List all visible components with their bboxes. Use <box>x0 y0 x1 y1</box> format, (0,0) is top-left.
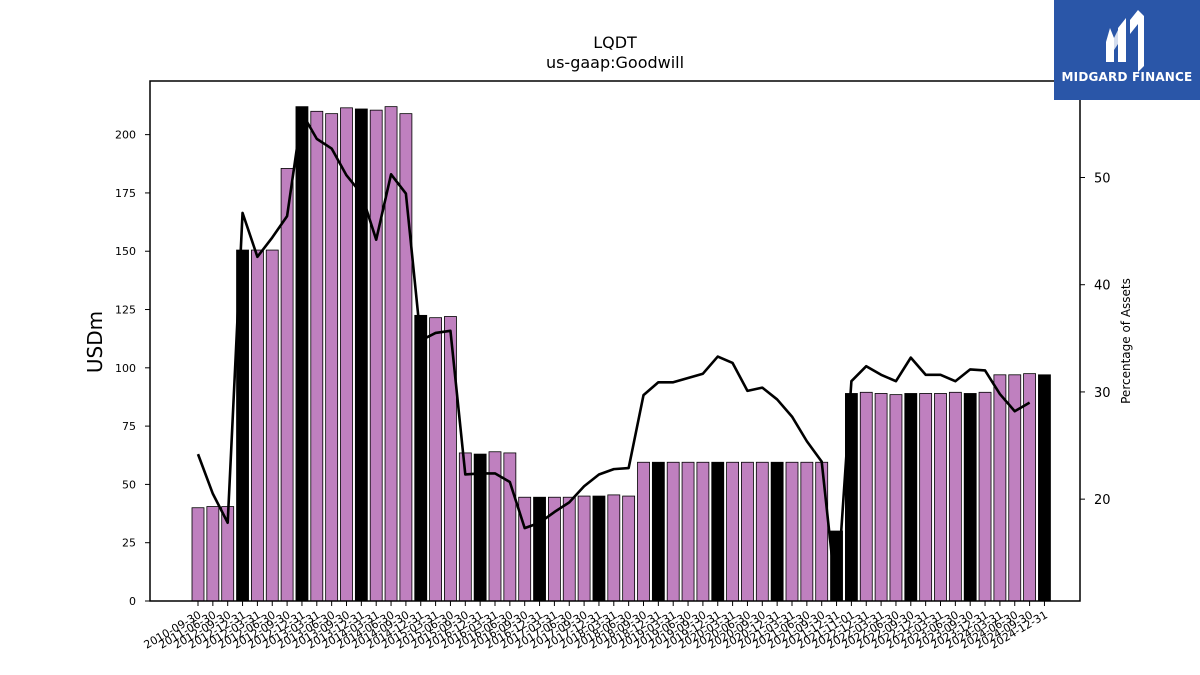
pct-assets-line <box>196 111 1031 602</box>
axes-group: 0255075100125150175200203040502010-09-30… <box>115 80 1111 652</box>
bar-2012-12-31 <box>325 113 339 602</box>
chart-title: LQDT <box>593 33 637 52</box>
y-tick-label-75: 75 <box>122 420 136 433</box>
bar-2012-06-30 <box>295 106 309 602</box>
bar-2023-09-30 <box>963 393 977 602</box>
bar-2024-12-31 <box>1038 374 1051 602</box>
y-tick-label-200: 200 <box>115 129 136 142</box>
chart-subtitle: us-gaap:Goodwill <box>546 53 684 72</box>
y-tick-label-25: 25 <box>122 537 136 550</box>
bar-2018-12-31 <box>681 461 695 602</box>
y2-tick-label-30: 30 <box>1094 386 1111 401</box>
bar-2017-03-31 <box>577 495 591 602</box>
bar-2022-09-30 <box>904 393 918 602</box>
bar-2024-09-30 <box>1023 373 1036 602</box>
y-tick-label-175: 175 <box>115 187 136 200</box>
y-tick-label-100: 100 <box>115 362 136 375</box>
bar-2023-12-31 <box>978 391 992 602</box>
bar-2019-09-30 <box>726 461 739 602</box>
bar-2020-12-31 <box>800 461 814 602</box>
y2-tick-label-20: 20 <box>1094 493 1111 508</box>
bar-2015-06-30 <box>473 453 487 602</box>
bar-2023-03-31 <box>934 393 947 602</box>
bar-2021-03-31 <box>815 461 829 602</box>
bar-2021-12-31 <box>859 391 873 602</box>
y2-tick-label-50: 50 <box>1094 171 1111 186</box>
bar-2014-09-30 <box>429 317 443 602</box>
bar-2024-03-31 <box>993 374 1007 602</box>
bar-2017-12-31 <box>622 495 636 602</box>
bar-2012-03-31 <box>280 168 294 602</box>
bar-2022-03-31 <box>874 393 888 602</box>
bar-2023-06-30 <box>948 391 962 602</box>
logo: MIDGARD FINANCE <box>1054 0 1200 100</box>
bar-2018-03-31 <box>637 461 650 602</box>
bar-2015-12-31 <box>503 452 517 602</box>
bar-2010-12-31 <box>206 506 220 602</box>
bar-2013-09-30 <box>369 109 383 602</box>
bar-2012-09-30 <box>310 110 324 602</box>
y-axis-label: USDm <box>83 311 107 373</box>
bar-2014-06-30 <box>414 314 428 602</box>
bar-2016-12-31 <box>562 496 576 602</box>
bar-2022-12-31 <box>919 393 933 602</box>
bar-2011-12-31 <box>265 249 279 602</box>
bar-2011-09-30 <box>250 249 264 602</box>
y-tick-label-125: 125 <box>115 304 136 317</box>
bar-2018-09-30 <box>666 461 680 602</box>
bar-2016-06-30 <box>533 496 546 602</box>
bar-2017-09-30 <box>607 494 621 602</box>
bar-2017-06-30 <box>592 495 606 602</box>
y2-tick-label-40: 40 <box>1094 279 1111 294</box>
bar-2020-03-31 <box>755 461 769 602</box>
plot-frame <box>149 80 1081 602</box>
bar-2019-06-30 <box>711 461 725 602</box>
y-tick-label-150: 150 <box>115 245 136 258</box>
y-tick-label-0: 0 <box>129 595 136 608</box>
bar-group <box>191 106 1051 602</box>
bar-2019-12-31 <box>741 461 754 602</box>
bar-2013-06-30 <box>354 108 368 602</box>
bar-2019-03-31 <box>696 461 710 602</box>
bar-2022-06-30 <box>889 394 903 602</box>
y-tick-label-50: 50 <box>122 478 136 491</box>
bar-2020-09-30 <box>785 461 799 602</box>
pct-assets-line-group <box>196 111 1031 602</box>
bar-2018-06-30 <box>651 461 665 602</box>
bar-2010-09-30 <box>191 507 205 602</box>
y2-axis-label: Percentage of Assets <box>1119 278 1133 404</box>
logo-text: MIDGARD FINANCE <box>1061 70 1193 84</box>
midgard-logo-icon <box>1106 10 1144 72</box>
bar-2020-06-30 <box>770 461 784 602</box>
